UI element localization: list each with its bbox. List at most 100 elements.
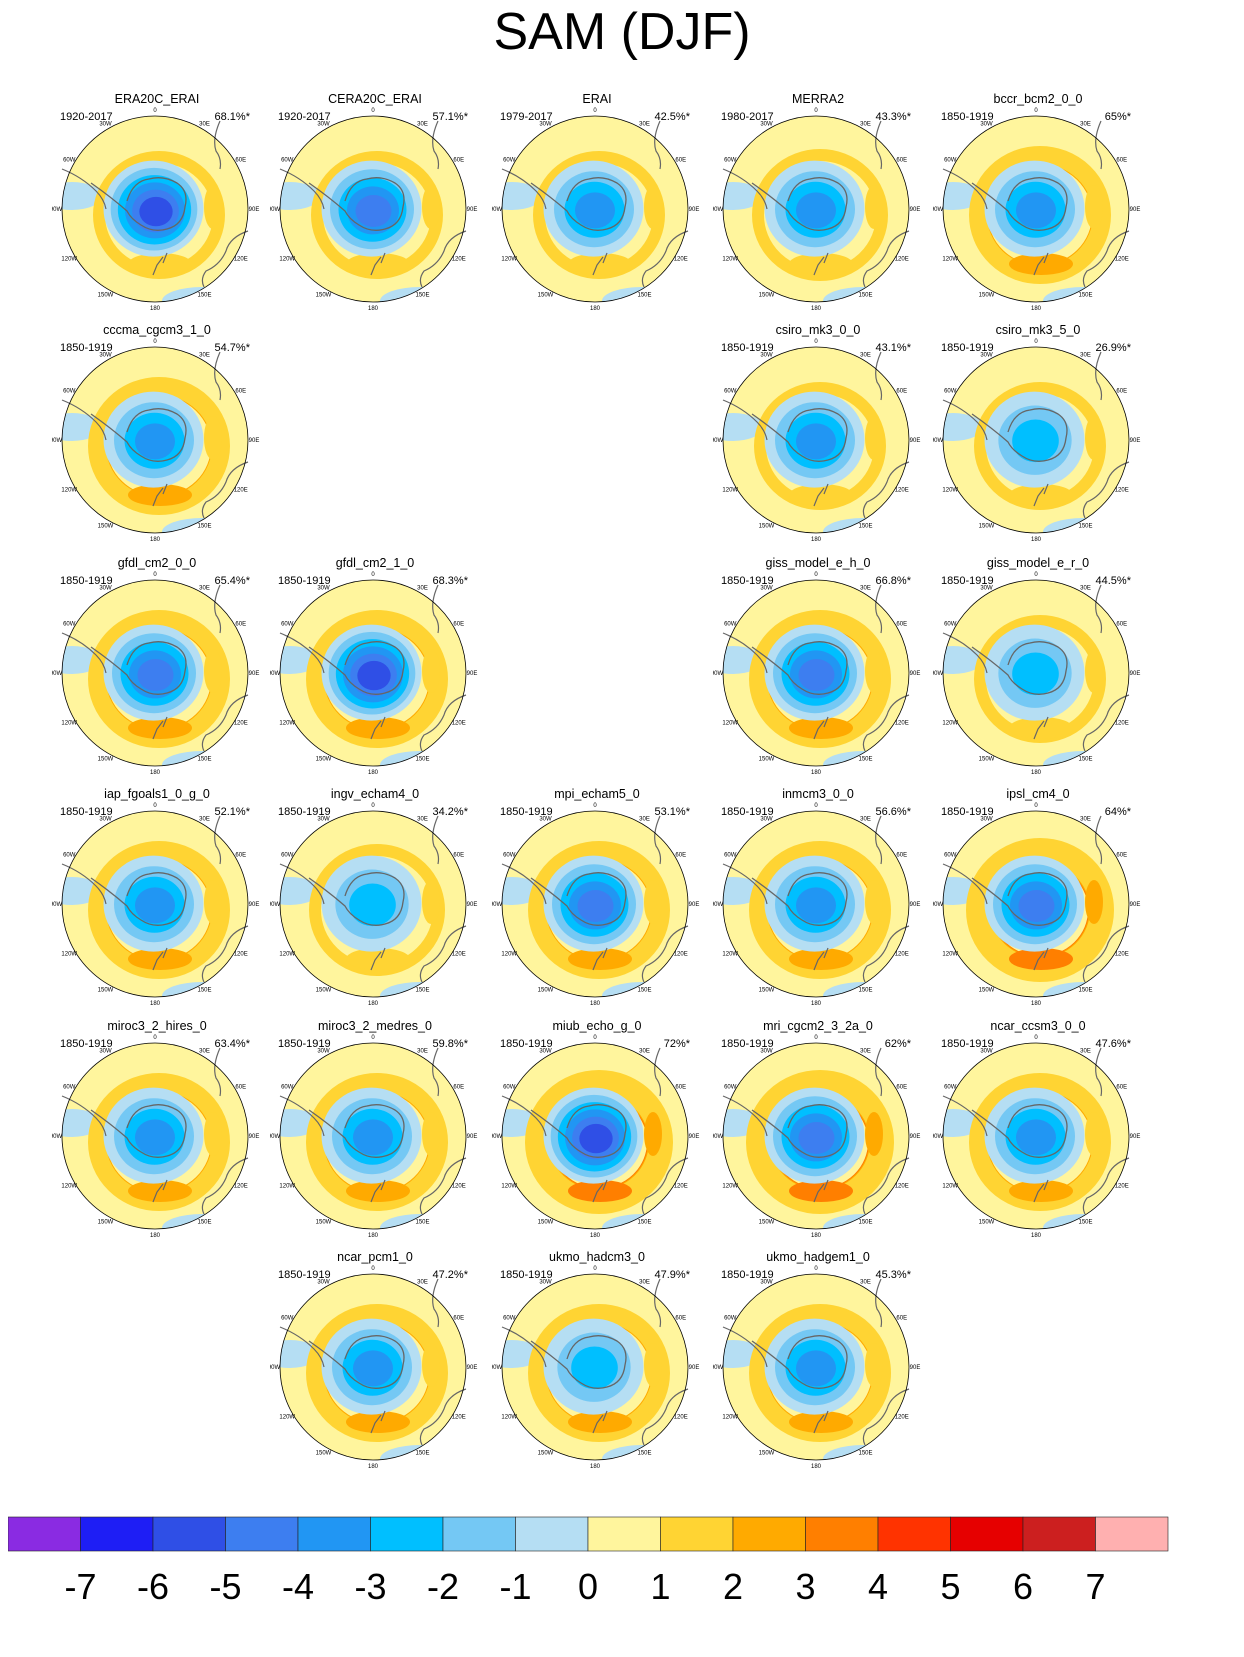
sam-field — [723, 347, 909, 533]
map-border — [722, 810, 910, 998]
longitude-label: 30W — [99, 352, 112, 358]
field-patch — [502, 877, 542, 905]
longitude-label: 0 — [371, 108, 375, 114]
longitude-label: 60W — [944, 158, 957, 164]
south-america-coastline — [942, 1095, 988, 1137]
longitude-label: 30W — [99, 1048, 112, 1054]
longitude-label: 150W — [316, 988, 332, 994]
longitude-label: 90E — [249, 207, 260, 213]
panel-title: CERA20C_ERAI — [328, 92, 422, 106]
colorbar-tick-label: -5 — [209, 1566, 242, 1607]
field-patch — [723, 182, 763, 210]
longitude-label: 0 — [153, 1035, 157, 1041]
colorbar-bin — [370, 1516, 444, 1552]
australia-coastline — [641, 1157, 689, 1215]
positive-blob — [1085, 1112, 1103, 1156]
longitude-label: 180 — [1031, 770, 1042, 776]
map-panel: ncar_ccsm3_0_0 1850-1919 47.6%* 0 30E 60E 90E 1… — [933, 1019, 1165, 1249]
field-patch — [380, 982, 460, 997]
map-border — [279, 579, 467, 767]
panel-title: iap_fgoals1_0_g_0 — [104, 787, 210, 801]
longitude-label: 150E — [637, 1220, 651, 1226]
longitude-label: 60W — [503, 853, 516, 859]
map-panel: bccr_bcm2_0_0 1850-1919 65%* 0 30E 60E 90E 120E… — [933, 92, 1165, 322]
longitude-label: 30E — [1080, 121, 1091, 127]
longitude-label: 90W — [713, 207, 724, 213]
longitude-label: 30E — [1080, 352, 1091, 358]
longitude-label: 120E — [674, 952, 688, 958]
panel-variance-percent: 47.2%* — [432, 1269, 468, 1281]
longitude-label: 150E — [858, 757, 872, 763]
longitude-label: 30E — [639, 1279, 650, 1285]
longitude-label: 60W — [63, 853, 76, 859]
panel-period: 1850-1919 — [721, 342, 774, 354]
australia-coastline — [862, 230, 910, 288]
panel-variance-percent: 56.6%* — [875, 806, 911, 818]
longitude-label: 180 — [590, 1233, 601, 1239]
australia-coastline — [1082, 461, 1130, 519]
longitude-label: 120W — [501, 1415, 517, 1421]
longitude-label: 60E — [453, 158, 464, 164]
panel-title: miroc3_2_medres_0 — [318, 1019, 432, 1033]
longitude-label: 30W — [760, 585, 773, 591]
longitude-label: 60E — [675, 1316, 686, 1322]
panel-variance-percent: 42.5%* — [654, 111, 690, 123]
map-border — [279, 810, 467, 998]
antarctica-coastline — [90, 1104, 187, 1158]
longitude-label: 150W — [979, 1220, 995, 1226]
map-panel: MERRA2 1980-2017 43.3%* 0 30E 60E 90E 120E 150E 1… — [713, 92, 945, 322]
longitude-label: 30E — [199, 585, 210, 591]
field-patch — [162, 982, 242, 997]
new-zealand-coastline — [592, 1179, 608, 1203]
antarctica-coastline — [751, 1335, 848, 1389]
longitude-label: 0 — [814, 572, 818, 578]
antarctica-coastline — [308, 1104, 405, 1158]
australia-coastline — [201, 925, 249, 983]
positive-blob — [128, 1180, 192, 1202]
positive-blob — [789, 948, 853, 970]
sam-field — [502, 1274, 688, 1460]
south-america-coastline — [279, 168, 325, 210]
panel-title: csiro_mk3_0_0 — [775, 323, 861, 337]
map-panel: gfdl_cm2_1_0 1850-1919 68.3%* 0 30E 60E 90E 120… — [270, 556, 502, 786]
new-zealand-coastline — [370, 716, 386, 740]
positive-blob — [422, 1112, 440, 1156]
field-patch — [162, 287, 242, 302]
antarctica-coastline — [971, 177, 1068, 231]
longitude-label: 150W — [979, 293, 995, 299]
longitude-label: 30W — [760, 352, 773, 358]
longitude-label: 60E — [1116, 853, 1127, 859]
polar-map: 0 30E 60E 90E 120E 150E 180 150W 120W 90W 60W 30W — [713, 1035, 920, 1239]
australia-coastline — [419, 694, 467, 752]
longitude-label: 60W — [63, 389, 76, 395]
longitude-label: 120W — [61, 952, 77, 958]
longitude-label: 180 — [811, 306, 822, 312]
map-border — [279, 115, 467, 303]
new-zealand-coastline — [1033, 252, 1049, 276]
positive-blob — [128, 717, 192, 739]
field-patch — [1043, 1214, 1123, 1229]
polar-cap-level — [355, 195, 392, 227]
positive-blob — [346, 948, 410, 970]
longitude-label: 120W — [61, 721, 77, 727]
panel-title: MERRA2 — [791, 92, 845, 106]
longitude-label: 150E — [858, 1220, 872, 1226]
polar-cap-level — [796, 1350, 836, 1387]
longitude-label: 60W — [503, 158, 516, 164]
polar-map: 0 30E 60E 90E 120E 150E 180 150W 120W 90W 60W 30W — [933, 803, 1140, 1007]
sam-field — [502, 116, 688, 302]
antarctica-coastline — [530, 1104, 627, 1158]
longitude-label: 60W — [63, 622, 76, 628]
panel-variance-percent: 63.4%* — [214, 1038, 250, 1050]
longitude-label: 90W — [713, 671, 724, 677]
longitude-label: 150E — [1078, 524, 1092, 530]
longitude-label: 120W — [942, 721, 958, 727]
field-patch — [723, 646, 763, 674]
colorbar-tick-label: -4 — [281, 1566, 314, 1607]
longitude-label: 180 — [368, 770, 379, 776]
panel-title: mri_cgcm2_3_2a_0 — [763, 1019, 873, 1033]
longitude-label: 30E — [860, 121, 871, 127]
positive-blob — [1085, 416, 1103, 460]
positive-blob — [568, 1411, 632, 1433]
panel-period: 1920-2017 — [60, 111, 113, 123]
